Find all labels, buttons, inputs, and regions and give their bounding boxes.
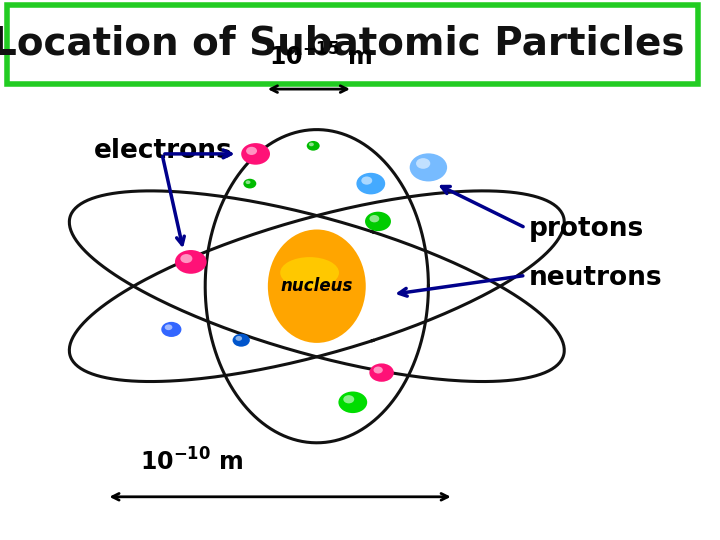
Circle shape: [233, 334, 250, 347]
Circle shape: [356, 173, 385, 194]
Circle shape: [180, 254, 192, 263]
FancyBboxPatch shape: [7, 5, 698, 84]
Circle shape: [246, 147, 257, 155]
Text: nucleus: nucleus: [281, 277, 353, 295]
Circle shape: [175, 250, 207, 274]
Circle shape: [309, 143, 314, 146]
Text: protons: protons: [529, 217, 644, 242]
Circle shape: [343, 395, 354, 403]
Circle shape: [369, 363, 394, 382]
Circle shape: [369, 215, 379, 222]
Circle shape: [307, 141, 320, 151]
Circle shape: [338, 392, 367, 413]
Ellipse shape: [280, 257, 339, 288]
Circle shape: [361, 177, 372, 185]
Circle shape: [241, 143, 270, 165]
Circle shape: [365, 212, 391, 231]
Text: $\mathbf{10^{-15}}$ m: $\mathbf{10^{-15}}$ m: [269, 43, 372, 70]
Circle shape: [374, 367, 383, 374]
Ellipse shape: [268, 230, 366, 343]
Circle shape: [235, 336, 242, 341]
Circle shape: [246, 180, 251, 184]
Text: Location of Subatomic Particles: Location of Subatomic Particles: [0, 24, 685, 62]
Circle shape: [243, 179, 256, 188]
Text: $\mathbf{10^{-10}}$ m: $\mathbf{10^{-10}}$ m: [140, 448, 244, 475]
Circle shape: [416, 158, 431, 169]
Text: electrons: electrons: [94, 138, 233, 164]
Circle shape: [410, 153, 447, 181]
Circle shape: [165, 325, 172, 330]
Text: neutrons: neutrons: [529, 265, 663, 291]
Circle shape: [161, 322, 181, 337]
